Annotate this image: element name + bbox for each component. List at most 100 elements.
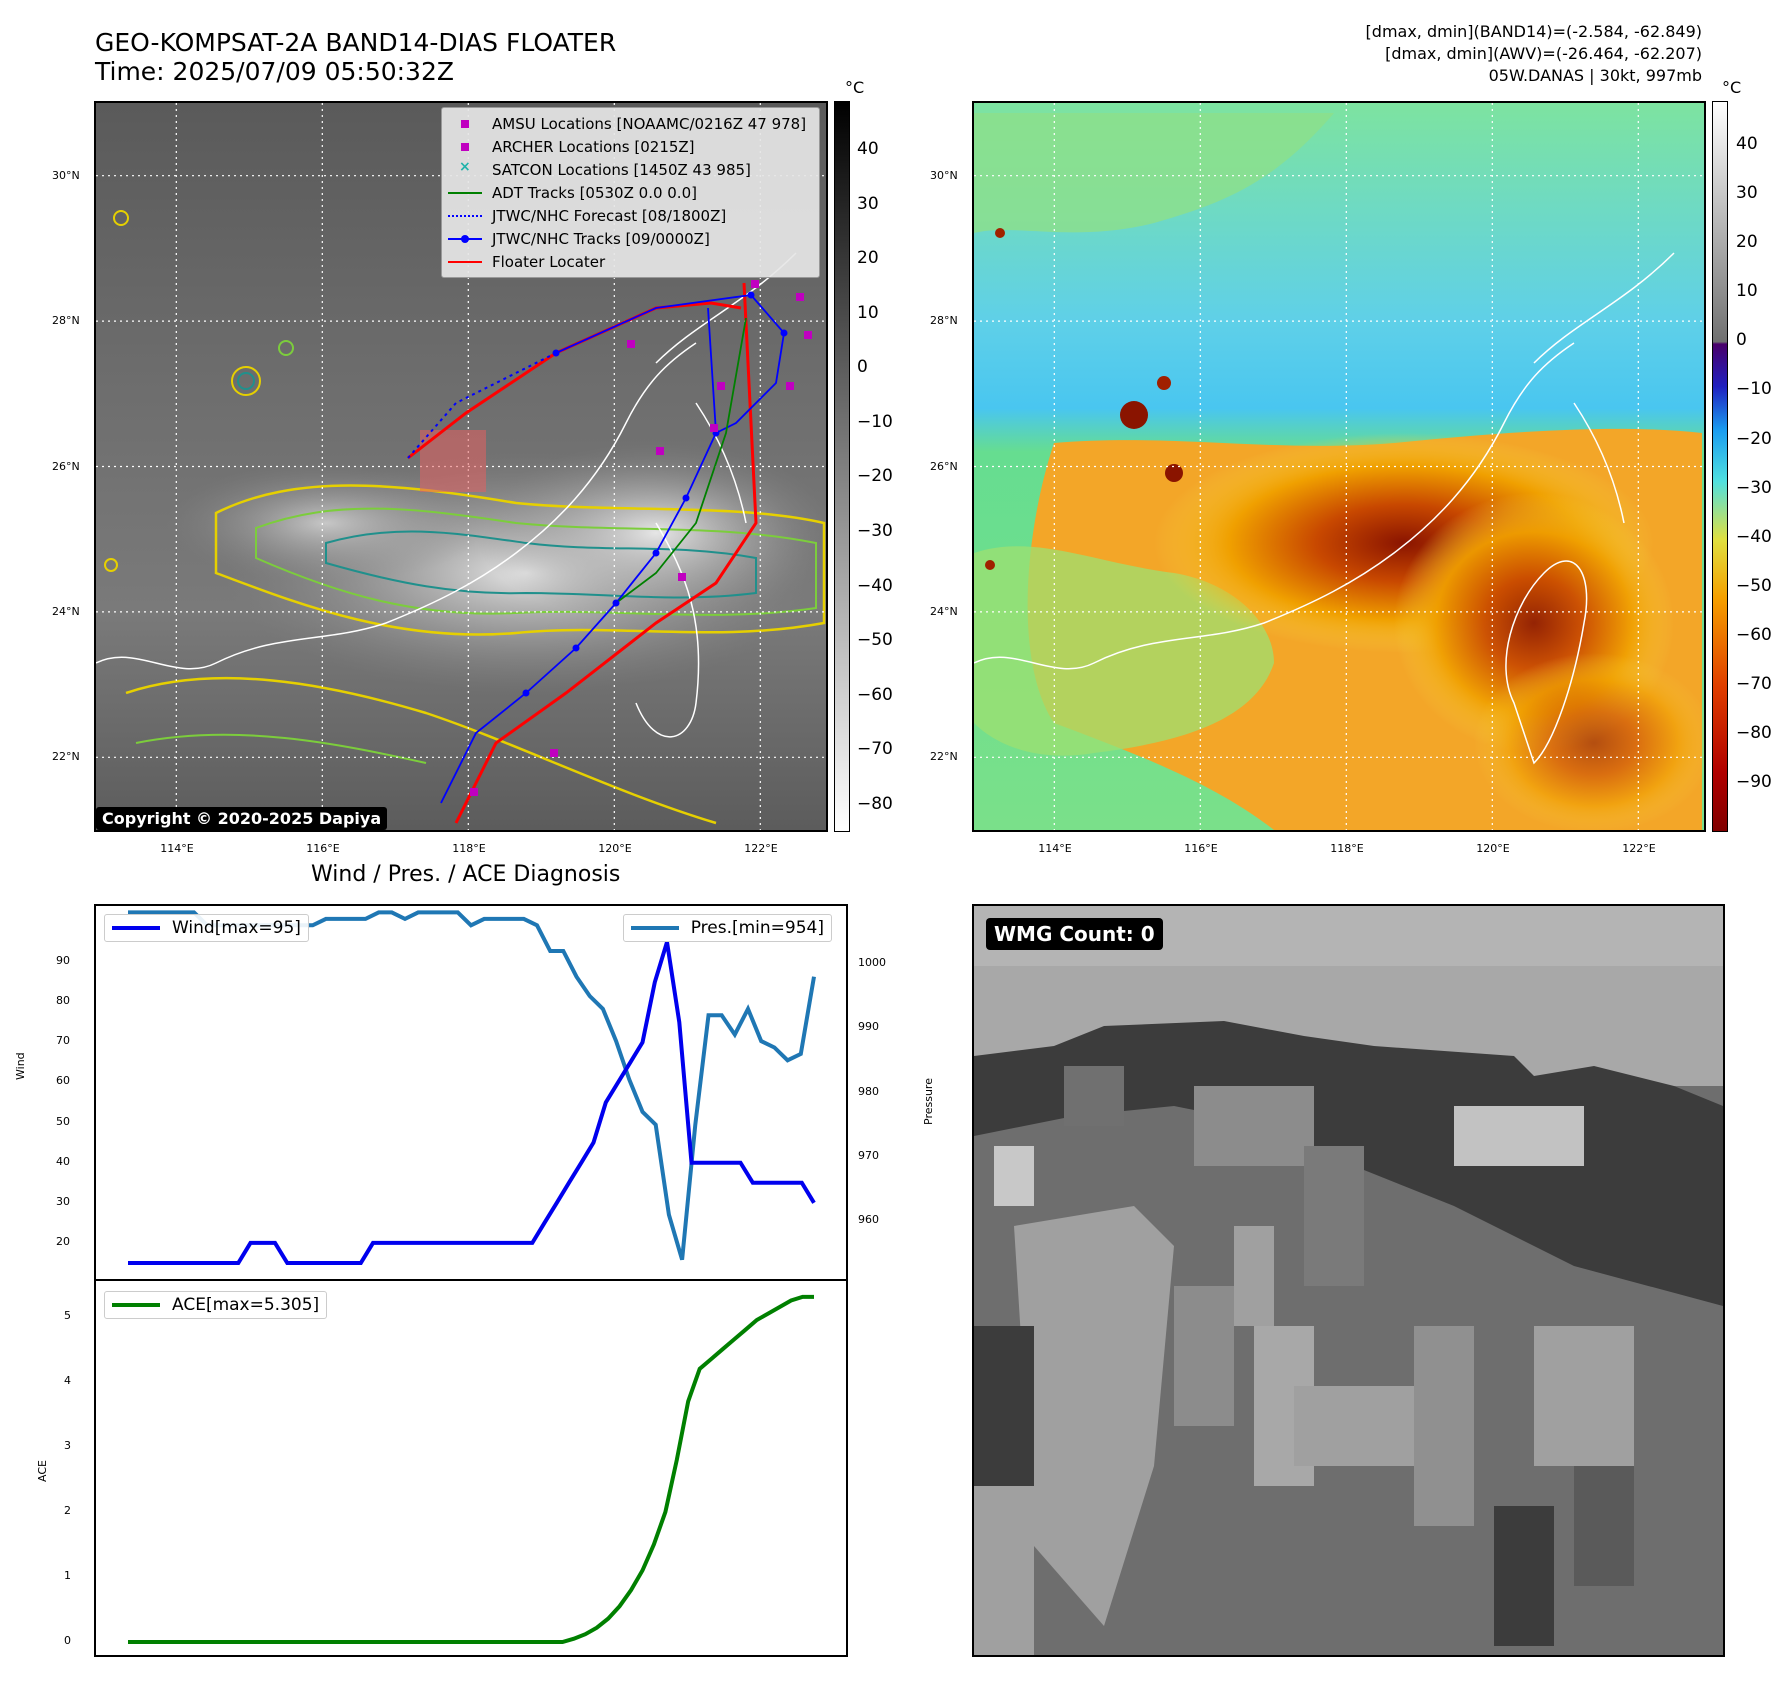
colorbar-tick-label: 40 [857,139,879,160]
lat-tick-label: 28°N [930,314,958,328]
colorbar-tick-label: 40 [1736,134,1758,155]
legend-symbol-icon [448,186,482,200]
lon-tick-label: 114°E [1038,842,1072,855]
wind-axis-label: Wind [14,1052,27,1080]
colorbar-tick-label: −90 [1736,771,1772,792]
lon-tick-label: 122°E [1622,842,1656,855]
colorbar-tick-label: −30 [857,520,893,541]
lon-tick-label: 120°E [1476,842,1510,855]
colorbar-tick-label: −50 [1736,575,1772,596]
colorbar-tick-label: 10 [1736,281,1758,302]
wind-pressure-panel: Wind[max=95] Pres.[min=954] [94,904,848,1281]
wmg-count-badge: WMG Count: 0 [986,918,1163,950]
colorbar-tick-label: −70 [857,739,893,760]
lon-tick-label: 116°E [1184,842,1218,855]
lon-tick-label: 118°E [452,842,486,855]
legend-symbol-icon [448,255,482,269]
colorbar-tick-label: 20 [1736,232,1758,253]
wind-tick-label: 70 [56,1034,70,1048]
copyright: Copyright © 2020-2025 Dapiya [96,807,388,830]
colorbar-tick-label: 0 [1736,330,1747,351]
colorbar-tick-label: −60 [857,684,893,705]
wind-tick-label: 40 [56,1154,70,1168]
wind-legend-swatch [112,926,160,930]
legend-symbol-icon [448,209,482,223]
lat-tick-label: 24°N [52,604,80,618]
wmg-light-region [1014,1206,1174,1626]
colorbar-tick-label: −80 [1736,722,1772,743]
pressure-tick-label: 1000 [858,955,886,969]
adt-track [615,317,747,604]
legend-symbol-icon: × [459,158,471,175]
info-awv: [dmax, dmin](AWV)=(-26.464, -62.207) [1385,44,1702,63]
legend-item: ARCHER Locations [0215Z] [448,135,813,158]
pressure-legend: Pres.[min=954] [622,914,832,942]
lat-tick-label: 26°N [52,459,80,473]
colorbar-tick-label: 20 [857,248,879,269]
legend-item-label: Floater Locater [492,252,606,271]
ace-plot [128,1294,814,1644]
colorbar-tick-label: −10 [1736,379,1772,400]
lat-tick-label: 30°N [930,168,958,182]
lon-tick-label: 114°E [160,842,194,855]
ir-map-panel: AMSU Locations [NOAAMC/0216Z 47 978] ARCH… [94,101,828,832]
colorbar-tick-label: −50 [857,630,893,651]
legend-item: ADT Tracks [0530Z 0.0 0.0] [448,181,813,204]
wind-pressure-plot [128,910,816,1265]
ace-axis-label: ACE [36,1460,49,1482]
lat-tick-label: 22°N [930,750,958,764]
colorbar-awv [1712,101,1728,832]
contour-green [255,507,817,616]
colorbar-ir-unit: °C [845,78,865,97]
lon-tick-label: 118°E [1330,842,1364,855]
legend-item-label: JTWC/NHC Tracks [09/0000Z] [492,229,710,248]
colorbar-tick-label: −70 [1736,673,1772,694]
awv-gridlines [974,103,1704,830]
amsu-markers [470,280,812,796]
pressure-series-line [128,910,816,1261]
legend-item: Floater Locater [448,250,813,273]
legend-item: JTWC/NHC Forecast [08/1800Z] [448,204,813,227]
info-storm: 05W.DANAS | 30kt, 997mb [1488,66,1702,85]
wmg-dark-region [974,1021,1723,1306]
pressure-tick-label: 970 [858,1148,879,1162]
pressure-legend-swatch [630,926,679,930]
pressure-tick-label: 990 [858,1020,879,1034]
ace-panel: ACE[max=5.305] [94,1279,848,1657]
colorbar-tick-label: 0 [857,357,868,378]
ace-tick-label: 5 [64,1308,71,1322]
wmg-image [974,906,1723,1655]
legend-item: JTWC/NHC Tracks [09/0000Z] [448,227,813,250]
legend-symbol-icon [448,140,482,154]
colorbar-tick-label: 10 [857,302,879,323]
awv-map-canvas [974,103,1704,830]
legend-item-label: ARCHER Locations [0215Z] [492,137,695,156]
ace-legend-swatch [112,1303,160,1307]
lon-tick-label: 120°E [598,842,632,855]
colorbar-tick-label: −40 [857,575,893,596]
lat-tick-label: 28°N [52,314,80,328]
ace-tick-label: 3 [64,1438,71,1452]
wind-tick-label: 50 [56,1114,70,1128]
lat-tick-label: 30°N [52,168,80,182]
awv-coastline [1505,252,1675,765]
wind-series-line [128,941,816,1265]
legend-item-label: JTWC/NHC Forecast [08/1800Z] [492,206,727,225]
colorbar-tick-label: 30 [857,193,879,214]
legend-item: × SATCON Locations [1450Z 43 985] [448,158,813,181]
ace-series-line [128,1294,814,1644]
ace-tick-label: 1 [64,1568,71,1582]
contour-teal [325,530,757,599]
colorbar-tick-label: −20 [1736,428,1772,449]
wind-tick-label: 30 [56,1194,70,1208]
awv-map-panel [972,101,1706,832]
wind-legend: Wind[max=95] [104,914,309,942]
legend-symbol-icon [448,117,482,131]
colorbar-tick-label: −60 [1736,624,1772,645]
ace-tick-label: 2 [64,1503,71,1517]
legend-item: AMSU Locations [NOAAMC/0216Z 47 978] [448,112,813,135]
legend-item-label: ADT Tracks [0530Z 0.0 0.0] [492,183,697,202]
figure-title: GEO-KOMPSAT-2A BAND14-DIAS FLOATER [95,28,617,57]
wind-tick-label: 80 [56,994,70,1008]
colorbar-tick-label: −80 [857,793,893,814]
